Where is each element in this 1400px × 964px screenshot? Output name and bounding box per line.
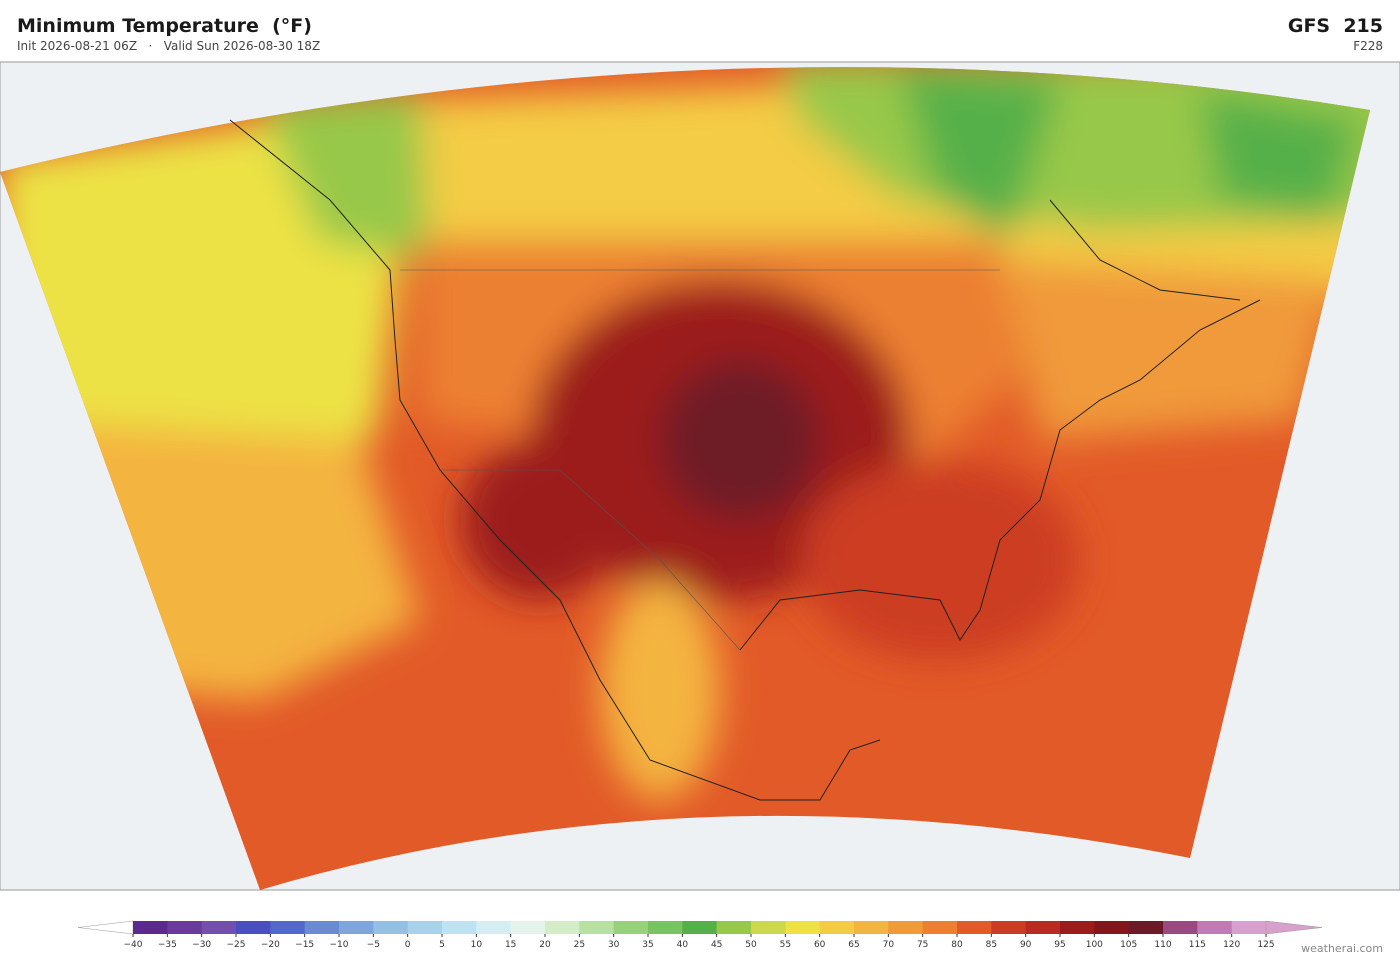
colorbar-swatch — [716, 921, 752, 934]
colorbar-tick-label: 50 — [745, 940, 757, 950]
colorbar-tick-label: 15 — [505, 940, 516, 950]
colorbar-swatch — [1197, 921, 1233, 934]
run: F228 — [1353, 39, 1383, 53]
colorbar-swatch — [1094, 921, 1130, 934]
colorbar-swatch — [545, 921, 580, 934]
colorbar-swatch — [510, 921, 546, 934]
colorbar-tick-label: 120 — [1223, 940, 1240, 950]
colorbar-swatch — [476, 921, 512, 934]
colorbar-swatch — [682, 921, 718, 934]
colorbar-swatch — [304, 921, 340, 934]
colorbar-tick-label: 25 — [574, 940, 585, 950]
colorbar-swatch — [1128, 921, 1164, 934]
colorbar-swatch — [957, 921, 992, 934]
colorbar-tick-label: 60 — [814, 940, 826, 950]
colorbar-swatch — [1163, 921, 1198, 934]
colorbar-tick-label: −40 — [124, 940, 143, 950]
colorbar-tick-label: 65 — [848, 940, 859, 950]
coastlines — [229, 119, 1261, 801]
colorbar-tick-label: 105 — [1120, 940, 1137, 950]
colorbar-tick-label: 80 — [951, 940, 963, 950]
colorbar-tick-label: 115 — [1189, 940, 1206, 950]
temperature-field — [0, 67, 1370, 891]
colorbar-tick-label: −35 — [158, 940, 177, 950]
colorbar-tick-label: −20 — [261, 940, 280, 950]
colorbar-swatch — [785, 921, 821, 934]
colorbar-swatch — [339, 921, 374, 934]
credit: weatherai.com — [1301, 942, 1383, 955]
colorbar-tick-label: 45 — [711, 940, 722, 950]
colorbar-tick-label: 110 — [1154, 940, 1171, 950]
colorbar-swatch — [442, 921, 477, 934]
colorbar-tick-label: 70 — [883, 940, 895, 950]
model: GFS 215 — [1287, 15, 1383, 37]
colorbar-tick-label: 0 — [405, 940, 411, 950]
colorbar-swatch — [270, 921, 306, 934]
colorbar-tick-label: −15 — [295, 940, 314, 950]
colorbar-swatch — [888, 921, 924, 934]
colorbar-swatch — [613, 921, 649, 934]
colorbar-swatch — [854, 921, 889, 934]
colorbar-tick-label: −25 — [227, 940, 246, 950]
colorbar-tick-label: 90 — [1020, 940, 1032, 950]
colorbar-tick-label: −5 — [367, 940, 380, 950]
colorbar-extend-low — [77, 920, 134, 935]
colorbar-extend-high — [1265, 920, 1323, 935]
colorbar-swatch — [236, 921, 271, 934]
colorbar-swatch — [1025, 921, 1061, 934]
colorbar-tick-label: 10 — [471, 940, 483, 950]
colorbar-tick-label: 35 — [642, 940, 653, 950]
colorbar-tick-label: 5 — [439, 940, 445, 950]
colorbar-swatch — [133, 921, 168, 934]
colorbar-swatch — [407, 921, 443, 934]
colorbar-tick-label: 125 — [1257, 940, 1274, 950]
colorbar-tick-label: 30 — [608, 940, 620, 950]
colorbar-swatch — [751, 921, 786, 934]
colorbar-tick-label: 100 — [1086, 940, 1103, 950]
colorbar-tick-label: 85 — [986, 940, 997, 950]
colorbar-tick-label: −30 — [192, 940, 211, 950]
colorbar-swatch — [991, 921, 1027, 934]
subtitle: Init 2026-08-21 06Z · Valid Sun 2026-08-… — [17, 39, 321, 53]
colorbar-swatch — [819, 921, 855, 934]
colorbar-tick-label: 40 — [677, 940, 689, 950]
colorbar-tick-label: 20 — [539, 940, 551, 950]
colorbar-tick-label: 55 — [780, 940, 791, 950]
colorbar-swatch — [167, 921, 203, 934]
colorbar-swatch — [1060, 921, 1095, 934]
colorbar-swatch — [922, 921, 958, 934]
colorbar-swatch — [201, 921, 237, 934]
colorbar-swatch — [648, 921, 683, 934]
colorbar-tick-label: 95 — [1054, 940, 1065, 950]
colorbar-tick-label: −10 — [330, 940, 349, 950]
colorbar-tick-label: 75 — [917, 940, 928, 950]
colorbar-swatch — [1231, 921, 1267, 934]
colorbar-swatch — [373, 921, 409, 934]
title: Minimum Temperature (°F) — [17, 15, 312, 37]
colorbar-swatch — [579, 921, 615, 934]
borders — [400, 269, 1000, 651]
